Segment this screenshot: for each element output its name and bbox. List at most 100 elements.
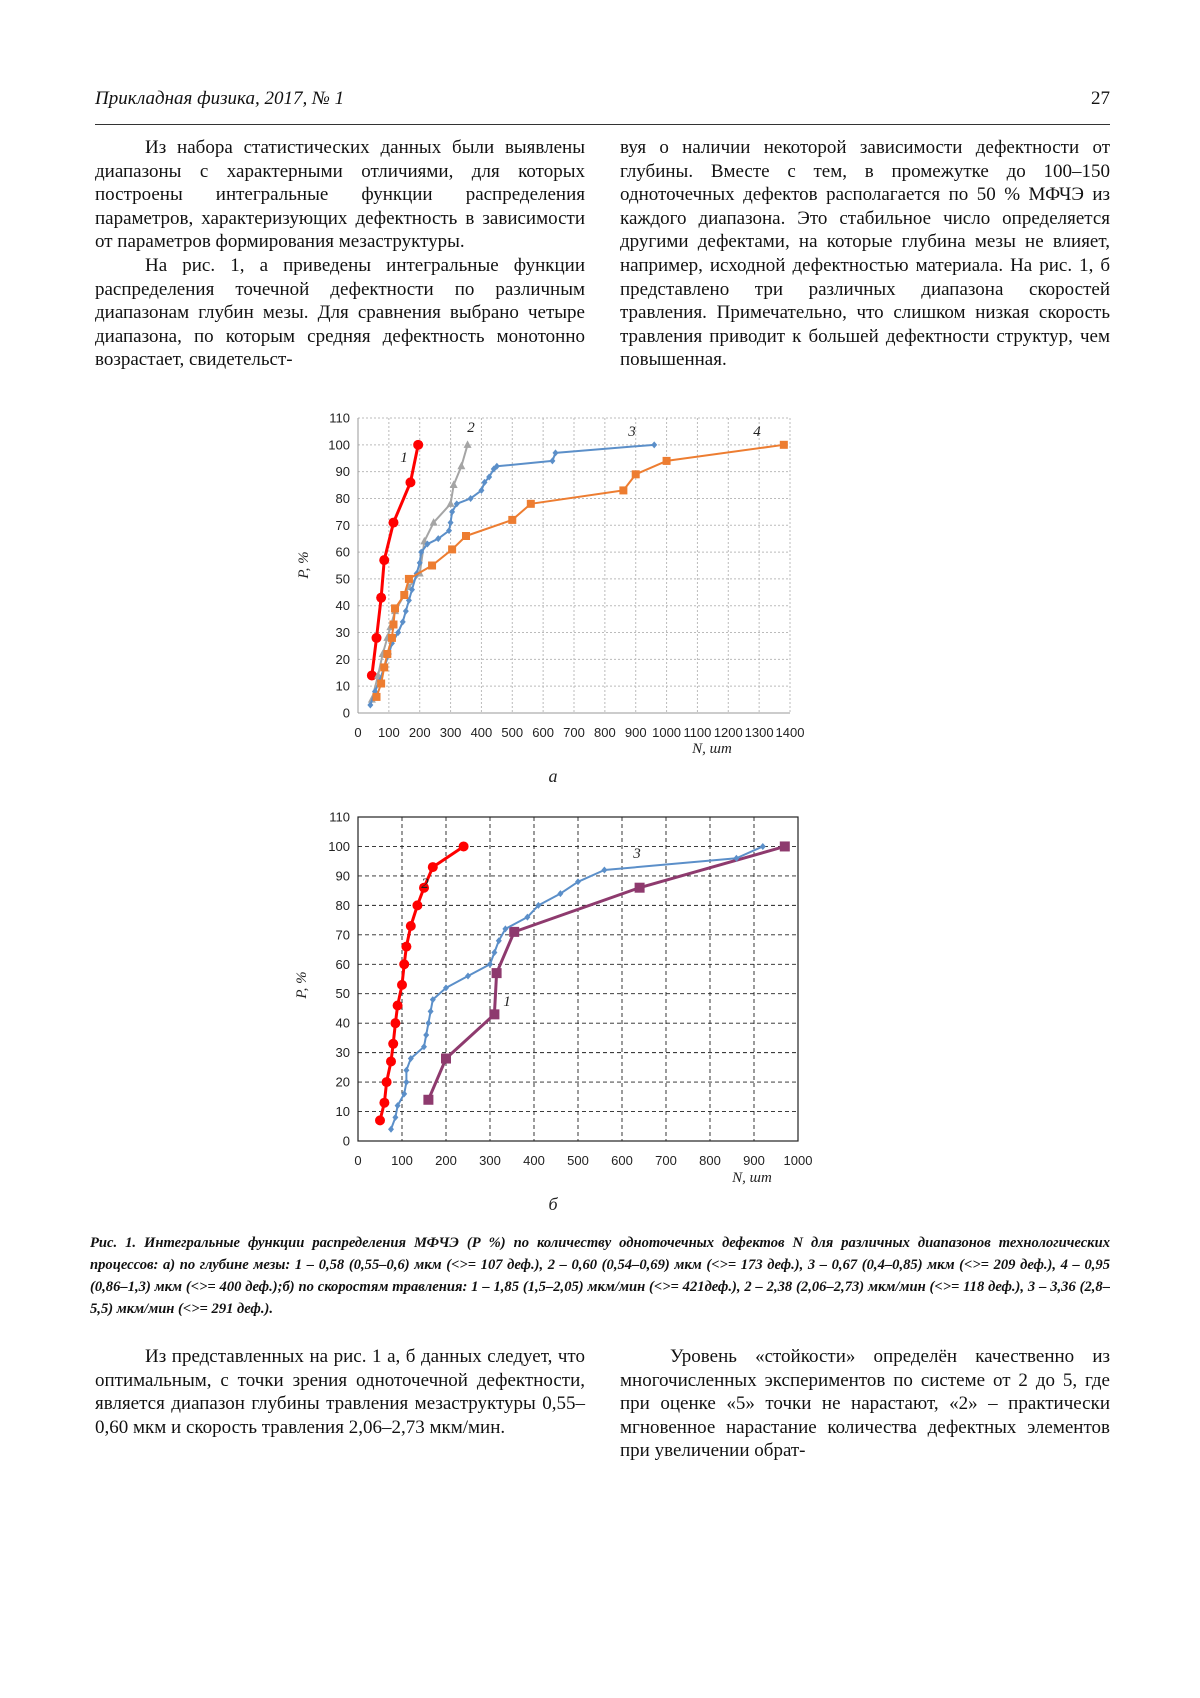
point [441, 1054, 451, 1064]
point [450, 481, 458, 489]
x-tick-label: 500 [501, 725, 523, 740]
point [601, 867, 607, 874]
point [425, 1020, 431, 1027]
y-tick-label: 10 [336, 679, 350, 694]
x-tick-label: 600 [532, 725, 554, 740]
point [382, 1077, 392, 1087]
point [401, 942, 411, 952]
point [457, 462, 465, 470]
point [372, 633, 382, 643]
point [651, 441, 657, 448]
y-tick-label: 40 [336, 598, 350, 613]
point [487, 961, 493, 968]
point [459, 841, 469, 851]
x-tick-label: 400 [523, 1153, 545, 1168]
point [780, 441, 788, 449]
point [376, 593, 386, 603]
point [635, 883, 645, 893]
point [663, 457, 671, 465]
x-tick-label: 100 [378, 725, 400, 740]
y-tick-label: 0 [343, 1134, 350, 1149]
series-label: 2 [421, 876, 429, 892]
x-tick-label: 800 [594, 725, 616, 740]
point [397, 980, 407, 990]
x-tick-label: 200 [435, 1153, 457, 1168]
y-tick-label: 0 [343, 706, 350, 721]
point [373, 693, 381, 701]
point [388, 518, 398, 528]
x-tick-label: 900 [743, 1153, 765, 1168]
x-tick-label: 200 [409, 725, 431, 740]
x-tick-label: 600 [611, 1153, 633, 1168]
point [377, 680, 385, 688]
x-tick-label: 0 [354, 1153, 361, 1168]
chart-caption: б [548, 1194, 558, 1214]
x-tick-label: 700 [655, 1153, 677, 1168]
x-tick-label: 1000 [784, 1153, 813, 1168]
point [428, 562, 436, 570]
y-tick-label: 10 [336, 1104, 350, 1119]
text-column: Уровень «стойкости» определён качественн… [620, 1345, 1110, 1463]
y-axis-label: P, % [294, 971, 310, 999]
x-tick-label: 300 [479, 1153, 501, 1168]
point [391, 604, 399, 612]
point [413, 440, 423, 450]
y-tick-label: 90 [336, 868, 350, 883]
point [508, 516, 516, 524]
point [367, 670, 377, 680]
y-tick-label: 60 [336, 957, 350, 972]
point [464, 440, 472, 448]
point [380, 663, 388, 671]
point [492, 968, 502, 978]
series-label: 4 [753, 424, 761, 440]
x-tick-label: 1000 [652, 725, 681, 740]
y-tick-label: 20 [336, 652, 350, 667]
point [448, 519, 454, 526]
point [619, 486, 627, 494]
point [527, 500, 535, 508]
text-column: Из представленных на рис. 1 а, б данных … [95, 1345, 585, 1439]
point [383, 650, 391, 658]
series-label: 3 [632, 846, 641, 862]
point [405, 477, 415, 487]
point [403, 608, 409, 615]
y-tick-label: 20 [336, 1075, 350, 1090]
y-tick-label: 30 [336, 1045, 350, 1060]
point [428, 862, 438, 872]
y-axis-label: P, % [296, 551, 312, 579]
y-tick-label: 30 [336, 625, 350, 640]
point [428, 1008, 434, 1015]
x-tick-label: 1300 [745, 725, 774, 740]
series-line [428, 846, 784, 1099]
y-tick-label: 80 [336, 898, 350, 913]
y-tick-label: 70 [336, 927, 350, 942]
point [423, 1031, 429, 1038]
x-tick-label: 500 [567, 1153, 589, 1168]
x-tick-label: 700 [563, 725, 585, 740]
point [388, 634, 396, 642]
point [386, 1056, 396, 1066]
point [379, 555, 389, 565]
point [393, 1001, 403, 1011]
point [423, 1095, 433, 1105]
series-label: 2 [467, 420, 475, 436]
y-tick-label: 110 [329, 411, 350, 426]
y-tick-label: 70 [336, 518, 350, 533]
point [389, 621, 397, 629]
x-tick-label: 400 [471, 725, 493, 740]
paragraph: Из представленных на рис. 1 а, б данных … [95, 1345, 585, 1439]
point [447, 499, 455, 507]
series-label: 1 [400, 450, 408, 466]
x-tick-label: 0 [354, 725, 361, 740]
point [405, 575, 413, 583]
point [632, 470, 640, 478]
point [509, 927, 519, 937]
series-label: 1 [503, 994, 511, 1010]
y-tick-label: 100 [328, 839, 350, 854]
point [552, 449, 558, 456]
point [399, 959, 409, 969]
point [491, 949, 497, 956]
point [390, 1018, 400, 1028]
x-tick-label: 1100 [683, 725, 711, 740]
